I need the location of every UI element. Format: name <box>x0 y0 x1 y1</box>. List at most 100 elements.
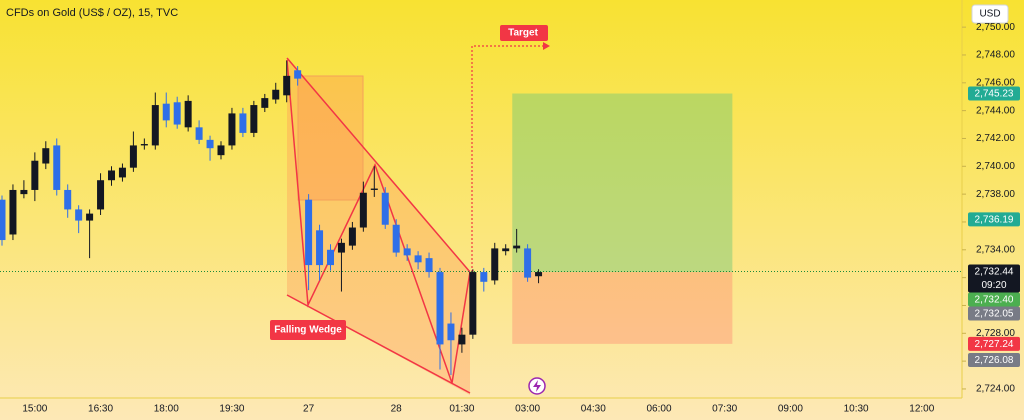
target-arrow <box>543 42 550 50</box>
candle-body <box>348 227 356 246</box>
x-tick-label: 12:00 <box>909 404 934 415</box>
candle-body <box>42 148 50 164</box>
candle-body <box>239 113 247 133</box>
candle-body <box>491 248 499 281</box>
candle-body <box>261 98 269 108</box>
x-tick-label: 27 <box>303 404 315 415</box>
currency-label: USD <box>979 9 1000 20</box>
price-marker-label: 2,745.23 <box>975 89 1014 100</box>
price-marker-label: 2,726.08 <box>975 355 1014 366</box>
y-tick-label: 2,744.00 <box>976 105 1015 116</box>
candle-body <box>502 248 510 252</box>
price-marker <box>968 306 1020 321</box>
candle-body <box>283 75 291 96</box>
candle-body <box>392 224 400 253</box>
candle-body <box>64 189 72 210</box>
candle-body <box>316 230 324 266</box>
y-tick-label: 2,728.00 <box>976 328 1015 339</box>
x-tick-label: 18:00 <box>154 404 179 415</box>
candle-body <box>75 209 83 221</box>
y-tick-label: 2,746.00 <box>976 77 1015 88</box>
x-tick-label: 28 <box>391 404 403 415</box>
price-marker-label: 2,732.40 <box>975 295 1014 306</box>
candle-body <box>53 145 61 190</box>
candle-body <box>524 248 532 278</box>
candle-body <box>118 167 126 178</box>
pattern-box <box>297 75 364 201</box>
x-tick-label: 01:30 <box>449 404 474 415</box>
x-tick-label: 15:00 <box>22 404 47 415</box>
x-tick-label: 06:00 <box>646 404 671 415</box>
x-tick-label: 19:30 <box>219 404 244 415</box>
price-marker <box>968 264 1020 293</box>
target-label-box <box>500 25 548 41</box>
candle-body <box>228 113 236 146</box>
y-tick-label: 2,734.00 <box>976 244 1015 255</box>
candle-body <box>513 245 521 249</box>
candle-body <box>327 249 334 266</box>
candle-body <box>206 139 214 149</box>
x-tick-label: 16:30 <box>88 404 113 415</box>
candle-body <box>0 199 6 241</box>
y-tick-label: 2,750.00 <box>976 22 1015 33</box>
candle-body <box>458 334 466 345</box>
candle-body <box>9 189 17 235</box>
target-path <box>471 45 546 272</box>
wedge-upper-line <box>286 57 471 273</box>
y-tick-label: 2,738.00 <box>976 189 1015 200</box>
y-tick-label: 2,742.00 <box>976 133 1015 144</box>
price-marker <box>968 353 1020 368</box>
candle-body <box>359 192 367 228</box>
candle-body <box>403 248 411 256</box>
x-tick-label: 07:30 <box>712 404 737 415</box>
candle-body <box>469 272 477 335</box>
candle-body <box>31 160 39 190</box>
pattern-label-box <box>270 320 346 340</box>
x-tick-label: 09:00 <box>778 404 803 415</box>
x-tick-label: 03:00 <box>515 404 540 415</box>
candle-body <box>97 180 105 210</box>
x-tick-label: 10:30 <box>844 404 869 415</box>
candle-body <box>425 258 433 273</box>
candle-body <box>173 102 181 125</box>
y-tick-label: 2,740.00 <box>976 161 1015 172</box>
chart-title: CFDs on Gold (US$ / OZ), 15, TVC <box>6 7 178 19</box>
candle-body <box>108 170 115 181</box>
pattern-label: Falling Wedge <box>274 325 342 336</box>
candle-body <box>436 272 444 345</box>
wedge-lower-line <box>286 294 471 394</box>
candle-body <box>184 100 192 128</box>
wedge-zigzag <box>286 59 471 384</box>
target-label: Target <box>508 28 538 39</box>
price-marker-label: 2,732.44 <box>975 267 1014 278</box>
y-tick-label: 2,748.00 <box>976 50 1015 61</box>
candle-body <box>337 242 345 253</box>
candle-body <box>272 89 280 100</box>
x-tick-label: 04:30 <box>581 404 606 415</box>
position-profit <box>512 93 733 273</box>
candle-body <box>414 255 422 263</box>
drawings <box>270 25 733 395</box>
price-marker <box>968 292 1020 307</box>
candle-body <box>162 103 170 121</box>
candle-body <box>480 272 488 282</box>
candle-body <box>370 188 378 190</box>
candle-body <box>535 272 543 277</box>
price-marker <box>968 336 1020 351</box>
candle-body <box>217 145 225 156</box>
candle-body <box>20 189 28 195</box>
price-marker-label: 2,727.24 <box>975 339 1014 350</box>
price-marker <box>968 86 1020 101</box>
candle-body <box>305 199 313 266</box>
candle-body <box>151 105 159 146</box>
candle-body <box>129 145 137 168</box>
y-tick-label: 2,724.00 <box>976 384 1015 395</box>
candle-body <box>447 323 455 341</box>
currency-button[interactable] <box>971 4 1009 24</box>
candle-body <box>86 213 94 221</box>
candle-body <box>294 70 302 79</box>
price-marker-label: 2,732.05 <box>975 309 1014 320</box>
wedge-fill <box>287 58 470 395</box>
